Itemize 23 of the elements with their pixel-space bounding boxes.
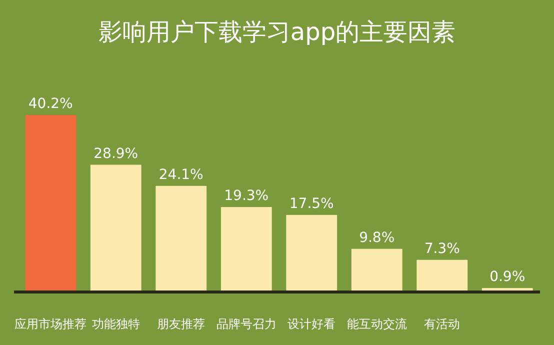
x-tick-label: 品牌号召力 <box>216 317 276 331</box>
data-label: 28.9% <box>94 146 138 162</box>
bar <box>156 186 207 292</box>
data-label: 7.3% <box>424 240 460 257</box>
x-tick-label: 功能独特 <box>92 317 140 331</box>
bar <box>286 214 338 292</box>
data-label: 17.5% <box>289 196 334 212</box>
data-label: 40.2% <box>28 96 73 112</box>
bar <box>220 207 272 292</box>
data-label: 24.1% <box>158 166 204 183</box>
bar <box>90 164 142 292</box>
data-label: 19.3% <box>224 188 269 204</box>
x-tick-label: 设计好看 <box>288 317 336 331</box>
x-tick-label: 能互动交流 <box>346 317 407 331</box>
x-tick-label: 应用市场推荐 <box>14 317 87 331</box>
bar <box>25 115 76 292</box>
bar <box>416 260 468 292</box>
bar <box>351 248 402 292</box>
x-tick-label: 有活动 <box>424 317 460 331</box>
data-label: 0.9% <box>490 269 526 286</box>
data-label: 9.8% <box>359 230 395 246</box>
x-tick-label: 朋友推荐 <box>157 317 206 331</box>
chart-title: 影响用户下载学习app的主要因素 <box>98 18 456 46</box>
